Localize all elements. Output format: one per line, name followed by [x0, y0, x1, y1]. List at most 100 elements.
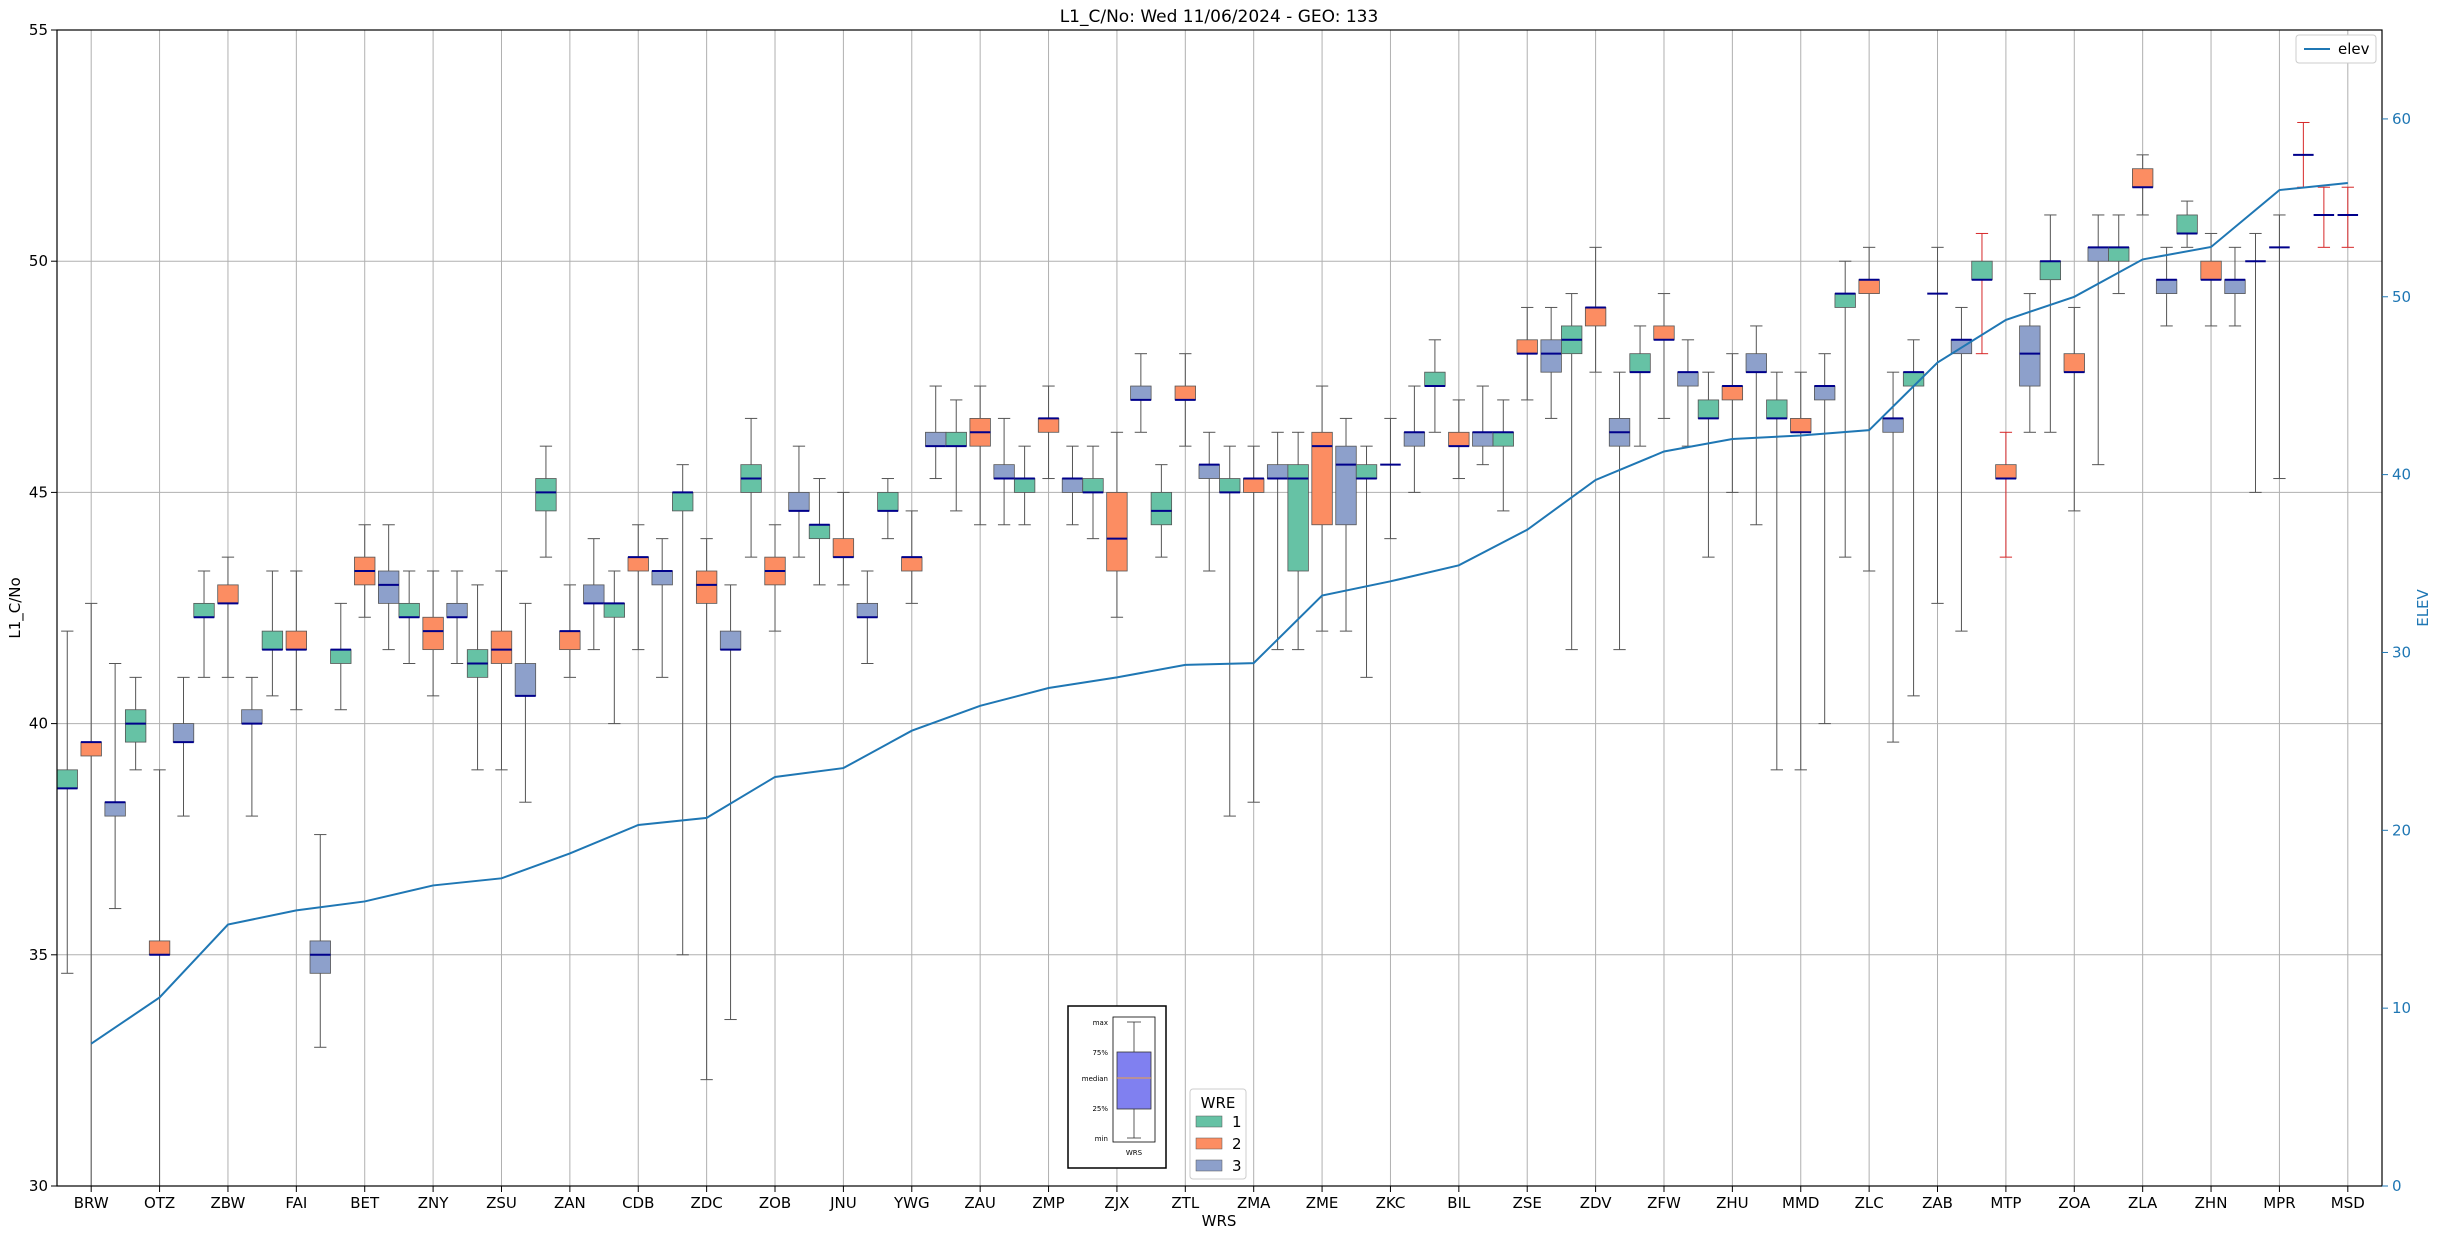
- y-tick-label-40: 40: [29, 715, 48, 733]
- box-body-ZJX-1: [1082, 478, 1104, 493]
- box-body-ZDV-2: [1584, 307, 1607, 327]
- box-body-ZLC-3: [1882, 418, 1904, 433]
- box-ZTL-3: [1198, 431, 1220, 572]
- box-body-MTP-3: [2019, 325, 2041, 387]
- x-tick-label-CDB: CDB: [622, 1194, 654, 1212]
- x-tick-label-ZMP: ZMP: [1032, 1194, 1064, 1212]
- box-body-OTZ-1: [124, 709, 147, 743]
- box-ZBW-2: [217, 556, 239, 678]
- box-ZHU-3: [1745, 325, 1767, 526]
- box-MTP-1: [1971, 232, 1993, 355]
- box-body-ZNY-3: [446, 602, 468, 618]
- box-body-ZAN-2: [559, 630, 581, 651]
- box-ZJX-1: [1082, 445, 1104, 540]
- x-tick-label-ZHU: ZHU: [1716, 1194, 1749, 1212]
- box-ZSE-1: [1492, 399, 1514, 512]
- box-body-ZHN-2: [2200, 260, 2222, 281]
- x-tick-label-ZJX: ZJX: [1104, 1194, 1129, 1212]
- box-JNU-2: [832, 491, 855, 586]
- y2-tick-label-30: 30: [2392, 643, 2411, 661]
- box-body-ZKC-1: [1355, 464, 1378, 479]
- box-JNU-1: [808, 478, 831, 586]
- box-BRW-3: [104, 662, 126, 910]
- box-key-label-max: max: [1093, 1019, 1108, 1027]
- box-body-ZHU-2: [1721, 385, 1744, 401]
- box-body-ZMA-3: [1266, 464, 1289, 479]
- box-ZBW-3: [241, 676, 263, 817]
- box-body-ZJX-2: [1106, 491, 1128, 572]
- box-body-BIL-3: [1472, 431, 1494, 447]
- box-body-ZOA-1: [2039, 260, 2062, 281]
- x-tick-label-ZSU: ZSU: [486, 1194, 517, 1212]
- y-axis-ticks: 30 35 40 45 50 55: [29, 21, 57, 1195]
- box-ZDC-2: [695, 538, 718, 1081]
- y2-tick-label-40: 40: [2392, 466, 2411, 484]
- box-BIL-3: [1472, 385, 1494, 466]
- box-ZKC-2: [1380, 417, 1401, 540]
- box-FAI-2: [285, 570, 307, 711]
- box-ZDC-3: [719, 584, 742, 1021]
- x-tick-label-ZDV: ZDV: [1580, 1194, 1613, 1212]
- box-BIL-2: [1448, 399, 1470, 480]
- box-BRW-2: [80, 602, 102, 1187]
- box-BET-1: [330, 602, 352, 711]
- x-tick-label-ZMA: ZMA: [1237, 1194, 1271, 1212]
- x-tick-label-MMD: MMD: [1782, 1194, 1819, 1212]
- x-tick-label-ZOA: ZOA: [2058, 1194, 2091, 1212]
- box-ZMP-2: [1037, 385, 1060, 480]
- wre-legend-label-3: 3: [1232, 1157, 1242, 1175]
- x-axis-label: WRS: [1202, 1212, 1237, 1230]
- box-body-ZHU-1: [1697, 399, 1720, 419]
- box-body-ZHU-3: [1745, 353, 1767, 373]
- box-ZAB-2: [1927, 246, 1948, 604]
- box-body-BIL-2: [1448, 431, 1470, 447]
- x-tick-label-OTZ: OTZ: [144, 1194, 175, 1212]
- x-tick-label-ZTL: ZTL: [1171, 1194, 1199, 1212]
- x-tick-label-ZOB: ZOB: [759, 1194, 791, 1212]
- box-ZNY-3: [446, 570, 468, 664]
- box-ZLA-1: [2108, 214, 2130, 295]
- box-body-ZHN-3: [2224, 279, 2246, 294]
- box-ZHU-2: [1721, 353, 1744, 493]
- box-body-ZFW-1: [1629, 353, 1651, 373]
- box-ZAB-1: [1902, 339, 1925, 697]
- box-body-JNU-2: [832, 538, 855, 558]
- box-body-ZMA-2: [1243, 478, 1265, 493]
- box-body-ZAN-1: [535, 478, 557, 512]
- box-body-YWG-3: [925, 431, 947, 447]
- box-body-ZOA-3: [2087, 246, 2109, 262]
- x-tick-label-BRW: BRW: [74, 1194, 109, 1212]
- box-body-ZFW-2: [1653, 325, 1675, 341]
- x-tick-label-ZNY: ZNY: [418, 1194, 449, 1212]
- box-body-BRW-2: [80, 741, 102, 757]
- box-YWG-3: [925, 385, 947, 480]
- box-body-FAI-2: [285, 630, 307, 651]
- elev-legend-label: elev: [2338, 40, 2370, 58]
- box-ZME-3: [1335, 417, 1357, 632]
- x-tick-label-ZBW: ZBW: [211, 1194, 246, 1212]
- box-key-label-median: median: [1082, 1075, 1108, 1083]
- box-body-ZLC-1: [1834, 293, 1856, 308]
- box-body-ZMP-3: [1061, 478, 1084, 493]
- box-BET-3: [377, 524, 400, 651]
- box-ZHN-2: [2200, 232, 2222, 327]
- box-ZOB-2: [764, 524, 786, 632]
- x-tick-label-ZAU: ZAU: [964, 1194, 996, 1212]
- y-tick-label-30: 30: [29, 1177, 48, 1195]
- box-body-ZME-1: [1287, 464, 1309, 572]
- box-body-ZDC-2: [695, 570, 718, 604]
- box-body-ZMP-2: [1037, 418, 1060, 433]
- box-body-ZAN-3: [583, 584, 605, 604]
- wre-legend-swatch-3: [1195, 1159, 1223, 1172]
- box-OTZ-1: [124, 676, 147, 771]
- y2-axis-label: ELEV: [2414, 588, 2432, 626]
- box-ZSU-2: [490, 570, 513, 771]
- box-key-xlabel: WRS: [1126, 1149, 1143, 1157]
- box-body-MMD-3: [1814, 385, 1836, 401]
- box-key-diagram: max 75% median 25% min WRS: [1067, 1005, 1167, 1169]
- elev-legend: elev: [2295, 34, 2377, 64]
- box-body-ZAU-1: [945, 431, 967, 447]
- box-ZOA-3: [2087, 214, 2109, 466]
- box-ZLA-2: [2132, 154, 2154, 216]
